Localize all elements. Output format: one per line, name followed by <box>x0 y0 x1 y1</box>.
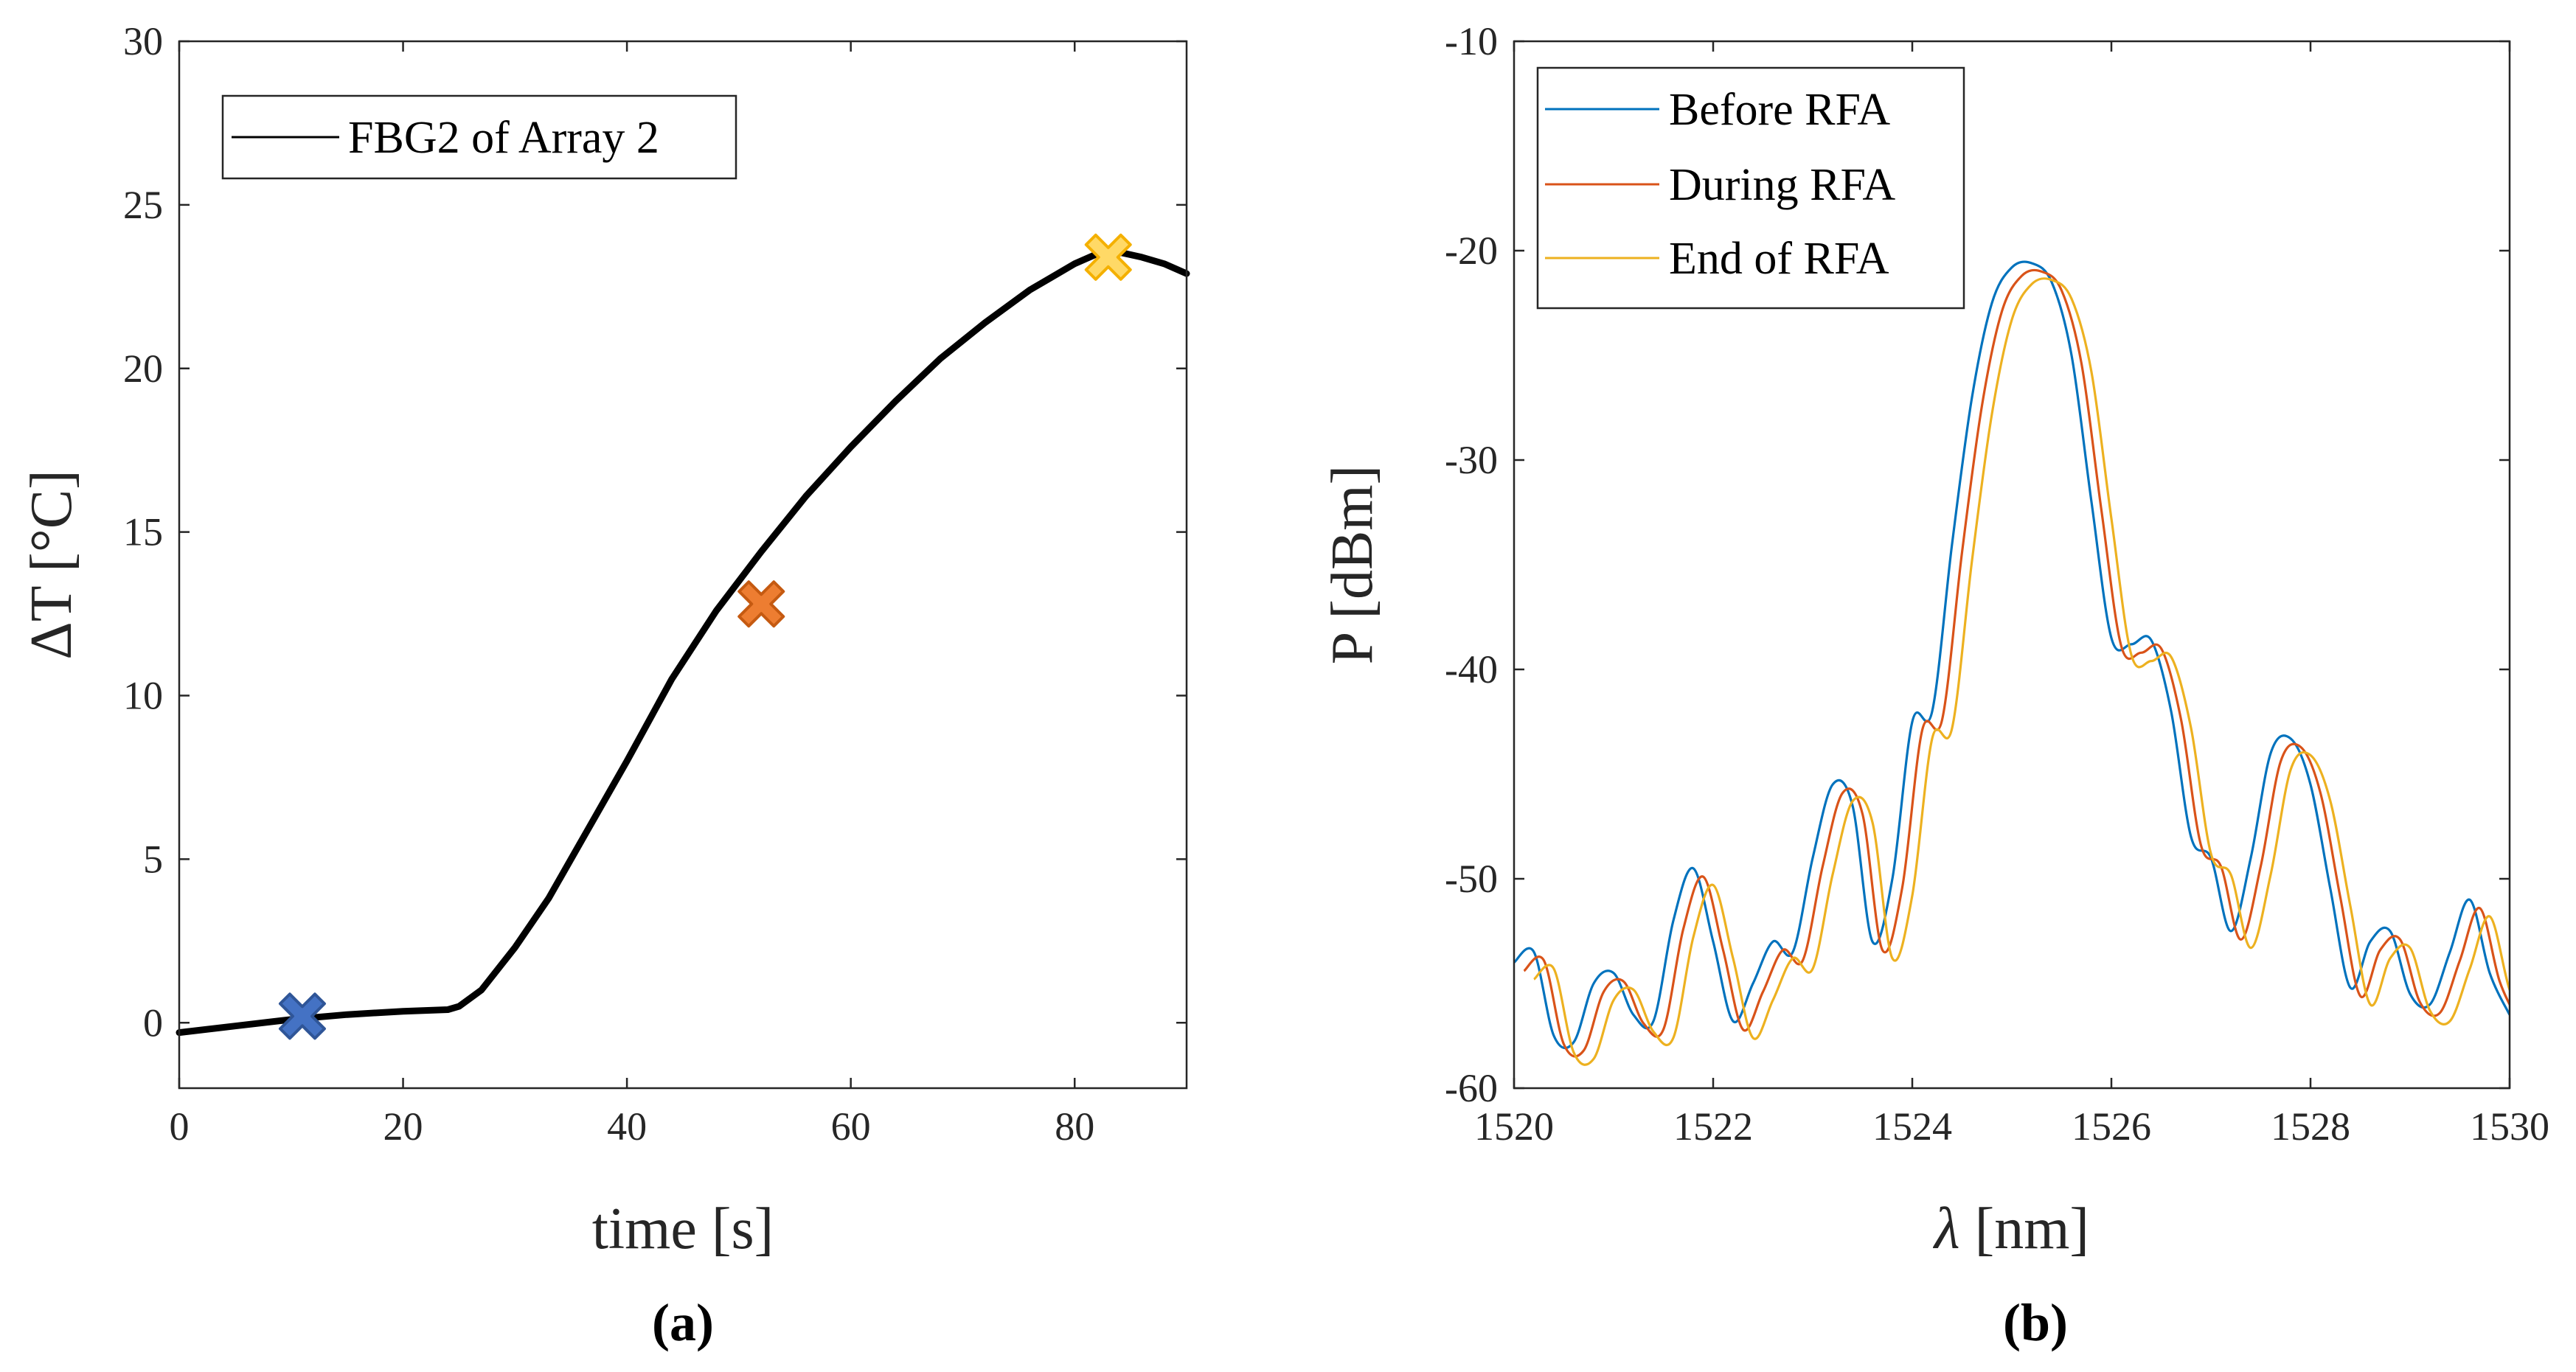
panel-b-legend-box <box>1536 66 1965 310</box>
panel-b-y-tick-label: -40 <box>1445 647 1498 692</box>
panel-b: 1520 1522 1524 1526 1528 1530 -10 -20 -30 -40 -50 -… <box>1320 19 2549 1352</box>
panel-a-y-tick-label: 20 <box>123 347 163 391</box>
panel-b-y-tick-label: -60 <box>1445 1066 1498 1110</box>
panel-a-y-tick-label: 25 <box>123 183 163 227</box>
panel-a-markers <box>278 233 1132 1040</box>
panel-b-x-axis-symbol: λ <box>1933 1197 1960 1261</box>
panel-a-x-tick-label: 0 <box>170 1104 190 1149</box>
panel-a-x-tick-label: 20 <box>383 1104 423 1149</box>
panel-b-series <box>1514 260 2510 1066</box>
panel-a-marker-2 <box>737 580 785 628</box>
panel-a-x-tick-label: 60 <box>831 1104 871 1149</box>
panel-b-legend-entry-end: End of RFA <box>1669 234 1889 284</box>
panel-b-x-tick-label: 1526 <box>2072 1104 2151 1149</box>
panel-a-y-axis-unit: T [°C] <box>19 470 84 621</box>
panel-a-plot-frame <box>178 40 1188 1090</box>
panel-b-ticks: 1520 1522 1524 1526 1528 1530 -10 -20 -30 -40 -50 -… <box>1445 19 2549 1149</box>
panel-b-x-tick-label: 1524 <box>1872 1104 1952 1149</box>
panel-a-marker-3 <box>1084 233 1132 281</box>
panel-a-legend: FBG2 of Array 2 <box>221 94 737 180</box>
panel-a-x-axis-label: time [s] <box>592 1197 774 1261</box>
panel-a-label: (a) <box>652 1293 714 1352</box>
panel-a-series-line <box>176 248 1190 1037</box>
panel-b-y-tick-label: -10 <box>1445 19 1498 63</box>
panel-a-legend-entry: FBG2 of Array 2 <box>348 113 659 163</box>
panel-b-x-axis-label: λ [nm] <box>1933 1197 2089 1261</box>
panel-a-y-tick-label: 10 <box>123 674 163 718</box>
panel-b-series-during <box>1523 268 2510 1058</box>
panel-b-legend-entry-before: Before RFA <box>1669 85 1890 135</box>
panel-a-ticks: 0 20 40 60 80 0 5 10 15 20 25 30 <box>123 19 1187 1149</box>
panel-a-y-tick-label: 0 <box>143 1000 163 1045</box>
panel-b-x-axis-unit: [nm] <box>1960 1197 2090 1261</box>
panel-a-series <box>176 248 1190 1037</box>
panel-b-legend: Before RFA During RFA End of RFA <box>1536 66 1965 310</box>
panel-a-y-tick-label: 5 <box>143 837 163 881</box>
panel-b-x-tick-label: 1530 <box>2470 1104 2549 1149</box>
panel-b-x-tick-label: 1522 <box>1673 1104 1753 1149</box>
panel-a-y-tick-label: 15 <box>123 510 163 554</box>
panel-b-x-tick-label: 1528 <box>2271 1104 2350 1149</box>
panel-a-x-tick-label: 80 <box>1055 1104 1094 1149</box>
panel-b-legend-entry-during: During RFA <box>1669 160 1895 210</box>
panel-b-y-axis-label: P [dBm] <box>1320 465 1385 664</box>
panel-b-x-tick-label: 1520 <box>1474 1104 1554 1149</box>
panel-a-x-tick-label: 40 <box>607 1104 647 1149</box>
panel-b-y-tick-label: -20 <box>1445 229 1498 273</box>
panel-b-y-tick-label: -30 <box>1445 438 1498 482</box>
panel-b-series-before <box>1514 260 2510 1050</box>
panel-b-label: (b) <box>2003 1293 2068 1352</box>
panel-a-marker-1 <box>278 992 326 1040</box>
panel-b-y-tick-label: -50 <box>1445 857 1498 901</box>
panel-a-y-tick-label: 30 <box>123 19 163 63</box>
panel-a: 0 20 40 60 80 0 5 10 15 20 25 30 FBG2 of Array 2 ti… <box>19 19 1190 1352</box>
panel-b-series-end <box>1532 277 2510 1066</box>
panel-a-y-axis-symbol: Δ <box>19 621 84 659</box>
panel-a-y-axis-label: ΔT [°C] <box>19 470 84 660</box>
panel-b-plot-frame <box>1513 40 2511 1090</box>
